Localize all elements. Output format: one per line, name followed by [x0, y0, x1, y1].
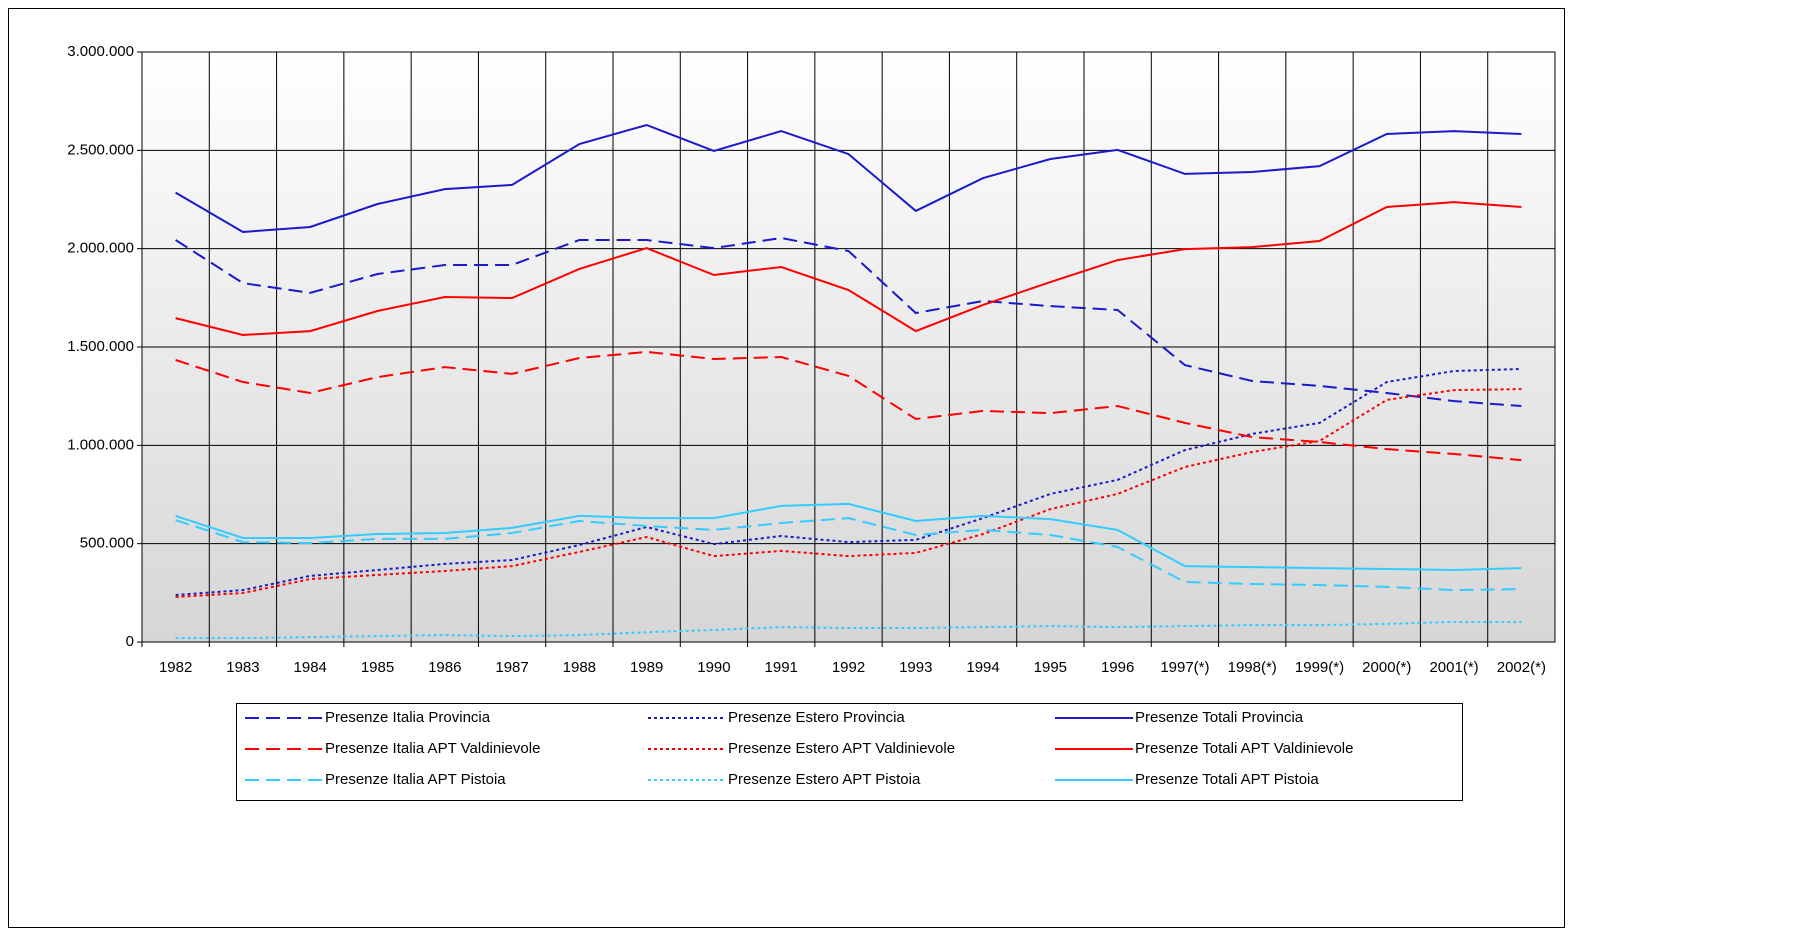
x-tick-label: 1993: [899, 659, 932, 676]
legend-box: [236, 703, 1463, 801]
x-tick-label: 1999(*): [1295, 659, 1344, 676]
x-tick-label: 1982: [159, 659, 192, 676]
x-tick-label: 1992: [832, 659, 865, 676]
legend-label: Presenze Italia APT Valdinievole: [325, 740, 540, 757]
series-line: [175, 123, 1522, 234]
legend-label: Presenze Estero APT Valdinievole: [728, 740, 955, 757]
x-tick-label: 2001(*): [1429, 659, 1478, 676]
y-tick-label: 2.500.000: [67, 141, 134, 158]
y-tick-label: 1.000.000: [67, 436, 134, 453]
y-tick-label: 2.000.000: [67, 240, 134, 257]
series-line: [175, 368, 1522, 596]
x-tick-label: 1998(*): [1228, 659, 1277, 676]
y-tick-label: 0: [126, 633, 134, 650]
series-line: [175, 620, 1522, 640]
x-tick-label: 1997(*): [1160, 659, 1209, 676]
x-tick-label: 2002(*): [1497, 659, 1546, 676]
x-tick-label: 1989: [630, 659, 663, 676]
legend-label: Presenze Totali Provincia: [1135, 709, 1304, 726]
legend-label: Presenze Totali APT Valdinievole: [1135, 740, 1353, 757]
x-tick-label: 1983: [226, 659, 259, 676]
x-tick-label: 1986: [428, 659, 461, 676]
series-line: [175, 201, 1522, 337]
legend-label: Presenze Totali APT Pistoia: [1135, 771, 1319, 788]
legend-label: Presenze Estero APT Pistoia: [728, 771, 921, 788]
legend-label: Presenze Italia Provincia: [325, 709, 491, 726]
legend-label: Presenze Italia APT Pistoia: [325, 771, 506, 788]
x-tick-label: 2000(*): [1362, 659, 1411, 676]
x-tick-label: 1985: [361, 659, 394, 676]
x-tick-label: 1984: [294, 659, 327, 676]
x-tick-label: 1996: [1101, 659, 1134, 676]
legend-label: Presenze Estero Provincia: [728, 709, 905, 726]
series-line: [175, 350, 1522, 462]
series-line: [175, 236, 1522, 407]
plot-border: [141, 51, 1556, 643]
x-tick-label: 1994: [966, 659, 999, 676]
x-tick-label: 1995: [1034, 659, 1067, 676]
series-line: [175, 517, 1522, 592]
y-tick-label: 500.000: [80, 535, 134, 552]
x-tick-label: 1988: [563, 659, 596, 676]
x-tick-label: 1987: [495, 659, 528, 676]
y-tick-label: 3.000.000: [67, 43, 134, 60]
x-tick-label: 1990: [697, 659, 730, 676]
y-tick-label: 1.500.000: [67, 338, 134, 355]
x-tick-label: 1991: [765, 659, 798, 676]
series-line: [175, 502, 1522, 572]
